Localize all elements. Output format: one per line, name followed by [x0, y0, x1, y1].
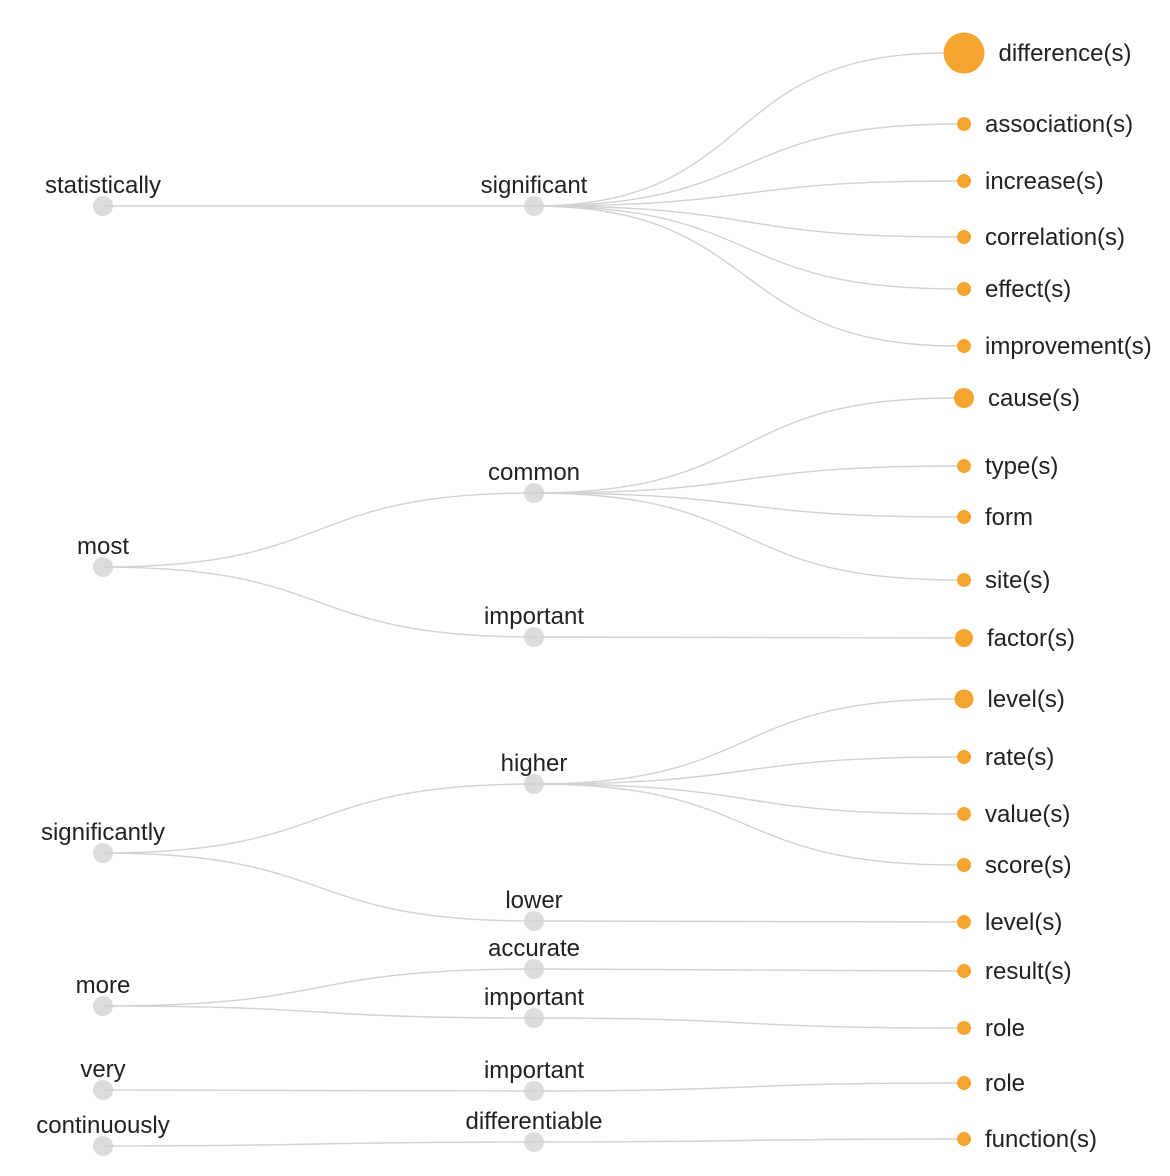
svg-text:result(s): result(s) [985, 958, 1072, 985]
svg-text:role: role [985, 1070, 1025, 1097]
svg-text:factor(s): factor(s) [987, 625, 1075, 652]
svg-text:important: important [484, 603, 584, 630]
svg-text:differentiable: differentiable [466, 1108, 603, 1135]
svg-text:important: important [484, 1057, 584, 1084]
svg-text:level(s): level(s) [988, 686, 1065, 713]
svg-text:rate(s): rate(s) [985, 744, 1054, 771]
svg-text:role: role [985, 1015, 1025, 1042]
svg-text:association(s): association(s) [985, 111, 1133, 138]
svg-text:improvement(s): improvement(s) [985, 333, 1152, 360]
svg-text:correlation(s): correlation(s) [985, 224, 1125, 251]
svg-text:common: common [488, 459, 580, 486]
svg-text:significantly: significantly [41, 819, 165, 846]
svg-text:lower: lower [505, 887, 562, 914]
svg-text:statistically: statistically [45, 172, 161, 199]
svg-text:level(s): level(s) [985, 909, 1062, 936]
svg-text:type(s): type(s) [985, 453, 1058, 480]
svg-text:significant: significant [481, 172, 588, 199]
svg-text:more: more [76, 972, 131, 999]
svg-text:most: most [77, 533, 129, 560]
svg-text:form: form [985, 504, 1033, 531]
svg-text:score(s): score(s) [985, 852, 1072, 879]
svg-text:cause(s): cause(s) [988, 385, 1080, 412]
svg-text:accurate: accurate [488, 935, 580, 962]
svg-text:difference(s): difference(s) [999, 40, 1132, 67]
svg-text:important: important [484, 984, 584, 1011]
svg-text:site(s): site(s) [985, 567, 1050, 594]
svg-text:continuously: continuously [36, 1112, 169, 1139]
svg-text:very: very [80, 1056, 125, 1083]
svg-text:higher: higher [501, 750, 568, 777]
svg-text:increase(s): increase(s) [985, 168, 1104, 195]
svg-text:value(s): value(s) [985, 801, 1070, 828]
svg-text:effect(s): effect(s) [985, 276, 1071, 303]
svg-text:function(s): function(s) [985, 1126, 1097, 1153]
